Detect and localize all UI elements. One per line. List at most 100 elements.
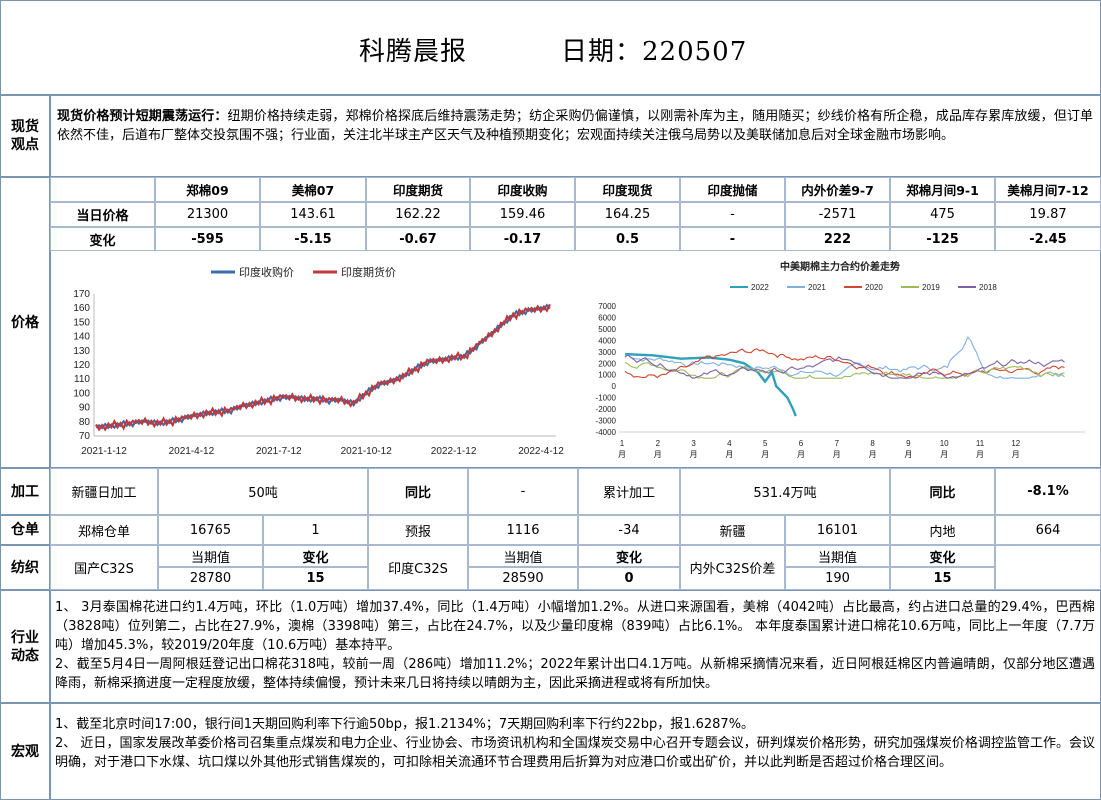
price-change-cell: -125 (890, 227, 995, 251)
y-tick-label: 5000 (598, 325, 616, 334)
y-tick-label: 6000 (598, 313, 616, 322)
y-tick-label: 90 (79, 403, 91, 414)
price-change-cell: -0.67 (366, 227, 470, 251)
y-tick-label: -4000 (596, 428, 617, 437)
price-today-cell: 143.61 (260, 202, 366, 227)
y-tick-label: 70 (79, 431, 91, 442)
x-tick-label: 月 (940, 450, 948, 459)
x-tick-label: 月 (797, 450, 805, 459)
price-today-cell: 21300 (155, 202, 260, 227)
x-tick-label: 7 (835, 439, 840, 448)
x-tick-label: 8 (870, 439, 875, 448)
x-tick-label: 2021-1-12 (81, 446, 127, 457)
price-header-cell: 印度现货 (575, 177, 680, 202)
warehouse-inland-value: 664 (995, 515, 1101, 545)
x-tick-label: 2022-4-12 (518, 446, 564, 457)
spin-label: 纺织 (0, 545, 50, 590)
price-header-cell: 美棉07 (260, 177, 366, 202)
spin-spread-current-value: 190 (785, 567, 890, 590)
x-tick-label: 月 (833, 450, 841, 459)
price-change-label: 变化 (50, 227, 155, 251)
spot-view-text: 现货价格预计短期震荡运行：纽期价格持续走弱，郑棉价格探底后维持震荡走势；纺企采购… (57, 107, 1093, 145)
industry-text-1: 1、 3月泰国棉花进口约1.4万吨，环比（1.0万吨）增加37.4%，同比（1.… (55, 600, 1095, 653)
price-header-label (50, 177, 155, 202)
x-tick-label: 月 (725, 450, 733, 459)
legend-label: 2019 (922, 283, 940, 292)
price-header-cell: 印度抛储 (680, 177, 785, 202)
x-tick-label: 月 (904, 450, 912, 459)
x-tick-label: 10 (940, 439, 949, 448)
price-change-cell: 0.5 (575, 227, 680, 251)
industry-label: 行业 动态 (0, 590, 50, 703)
spot-label: 现货 观点 (0, 95, 50, 177)
macro-text-2: 2、 近日，国家发展改革委价格司召集重点煤炭和电力企业、行业协会、市场资讯机构和… (55, 736, 1095, 770)
x-tick-label: 月 (618, 450, 626, 459)
spin-domestic-change-header: 变化 (263, 545, 368, 567)
y-tick-label: -3000 (596, 417, 617, 426)
y-tick-label: 110 (74, 374, 90, 385)
warehouse-receipt-label: 郑棉仓单 (50, 515, 158, 545)
chart-title: 中美期棉主力合约价差走势 (780, 260, 900, 273)
warehouse-forecast-value: 1116 (468, 515, 578, 545)
y-tick-label: 100 (73, 388, 90, 399)
price-change-cell: -2.45 (995, 227, 1101, 251)
series-line-4 (624, 354, 1065, 379)
industry-text-2: 2、截至5月4日一周阿根廷登记出口棉花318吨，较前一周（286吨）增加11.2… (55, 657, 1095, 691)
x-tick-label: 月 (761, 450, 769, 459)
series-line-1 (624, 336, 1065, 379)
legend-label: 2022 (751, 283, 769, 292)
y-tick-label: -1000 (596, 394, 617, 403)
y-tick-label: 150 (73, 317, 90, 328)
price-label: 价格 (0, 177, 50, 468)
process-cumulative-value: 531.4万吨 (680, 468, 890, 515)
process-cumulative-label: 累计加工 (578, 468, 680, 515)
legend-label: 2020 (865, 283, 883, 292)
spin-domestic-label: 国产C32S (50, 545, 158, 590)
price-header-cell: 内外价差9-7 (785, 177, 890, 202)
spin-spread-change-value: 15 (890, 567, 995, 590)
spin-india-label: 印度C32S (368, 545, 468, 590)
warehouse-receipt-value: 16765 (158, 515, 263, 545)
y-tick-label: 160 (73, 303, 90, 314)
process-label: 加工 (0, 468, 50, 515)
macro-text-1: 1、截至北京时间17:00，银行间1天期回购利率下行逾50bp，报1.2134%… (55, 717, 755, 732)
spin-india-change-value: 0 (578, 567, 680, 590)
legend-label: 印度收购价 (239, 265, 294, 279)
price-today-cell: 159.46 (470, 202, 575, 227)
spin-spread-change-header: 变化 (890, 545, 995, 567)
x-tick-label: 月 (690, 450, 698, 459)
x-tick-label: 3 (691, 439, 696, 448)
x-tick-label: 6 (799, 439, 804, 448)
spin-domestic-current-value: 28780 (158, 567, 263, 590)
warehouse-forecast-change: -34 (578, 515, 680, 545)
series-line-0 (95, 303, 551, 430)
warehouse-forecast-label: 预报 (368, 515, 468, 545)
price-change-cell: -5.15 (260, 227, 366, 251)
process-yoy-value-1: - (468, 468, 578, 515)
warehouse-label: 仓单 (0, 515, 50, 545)
price-change-cell: 222 (785, 227, 890, 251)
x-tick-label: 2 (656, 439, 661, 448)
price-change-cell: -595 (155, 227, 260, 251)
spin-spread-current-header: 当期值 (785, 545, 890, 567)
legend-label: 2021 (808, 283, 826, 292)
y-tick-label: 130 (73, 346, 90, 357)
macro-label: 宏观 (0, 703, 50, 800)
series-line-0 (624, 352, 797, 417)
y-tick-label: 7000 (598, 302, 616, 311)
spin-india-current-header: 当期值 (468, 545, 578, 567)
x-tick-label: 1 (620, 439, 625, 448)
x-tick-label: 2021-4-12 (169, 446, 215, 457)
x-tick-label: 2021-10-12 (341, 446, 393, 457)
process-xinjiang-daily-value: 50吨 (158, 468, 368, 515)
price-today-cell: - (680, 202, 785, 227)
price-today-cell: 164.25 (575, 202, 680, 227)
y-tick-label: 2000 (598, 359, 616, 368)
x-tick-label: 12 (1011, 439, 1020, 448)
x-tick-label: 月 (869, 450, 877, 459)
legend-label: 印度期货价 (341, 265, 396, 279)
price-today-cell: 162.22 (366, 202, 470, 227)
x-tick-label: 5 (763, 439, 768, 448)
